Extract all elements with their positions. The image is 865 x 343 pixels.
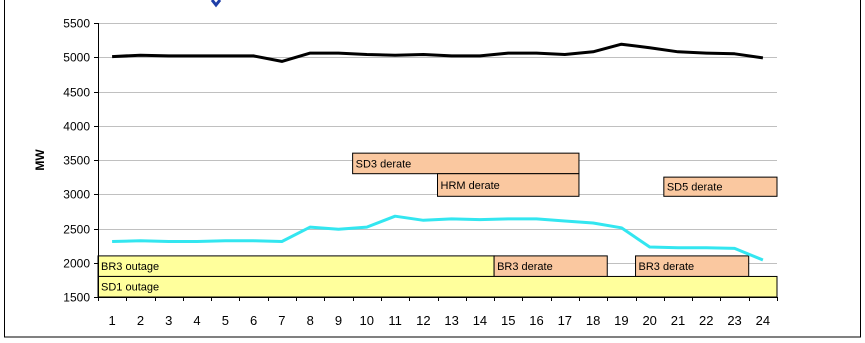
x-tick-label: 14: [473, 313, 487, 328]
x-tick-label: 21: [671, 313, 685, 328]
y-tick-label: 5500: [63, 17, 90, 31]
annotation-label: BR3 derate: [497, 261, 553, 273]
annotation-label: BR3 derate: [639, 261, 695, 273]
annotation-label: BR3 outage: [101, 261, 159, 273]
x-tick-label: 10: [360, 313, 374, 328]
y-tick-label: 2500: [63, 223, 90, 237]
annotation-label: HRM derate: [441, 180, 500, 192]
x-tick-label: 17: [558, 313, 572, 328]
x-tick-label: 5: [222, 313, 229, 328]
x-tick-label: 13: [444, 313, 458, 328]
x-tick-label: 4: [193, 313, 200, 328]
x-tick-label: 3: [165, 313, 172, 328]
x-tick-label: 9: [335, 313, 342, 328]
y-tick-label: 4500: [63, 86, 90, 100]
x-tick-label: 16: [529, 313, 543, 328]
annotation-label: SD1 outage: [101, 282, 159, 294]
y-tick-label: 3500: [63, 154, 90, 168]
x-tick-label: 12: [416, 313, 430, 328]
x-tick-label: 22: [699, 313, 713, 328]
x-tick-label: 8: [307, 313, 314, 328]
x-tick-label: 1: [109, 313, 116, 328]
x-tick-label: 23: [727, 313, 741, 328]
y-axis-label: MW: [33, 149, 47, 171]
x-tick-label: 19: [614, 313, 628, 328]
annotation-label: SD5 derate: [667, 182, 723, 194]
y-tick-label: 3000: [63, 188, 90, 202]
y-tick-label: 2000: [63, 257, 90, 271]
x-tick-label: 7: [278, 313, 285, 328]
x-tick-label: 20: [642, 313, 656, 328]
annotation-label: SD3 derate: [356, 158, 412, 170]
x-tick-label: 24: [756, 313, 770, 328]
y-tick-label: 4000: [63, 120, 90, 134]
y-tick-label: 1500: [63, 291, 90, 305]
y-tick-label: 5000: [63, 51, 90, 65]
x-tick-label: 18: [586, 313, 600, 328]
y-axis-label-group: MW: [33, 149, 47, 171]
annotation-box: [98, 276, 777, 297]
x-tick-label: 15: [501, 313, 515, 328]
x-tick-label: 6: [250, 313, 257, 328]
x-tick-label: 11: [388, 313, 402, 328]
x-tick-label: 2: [137, 313, 144, 328]
